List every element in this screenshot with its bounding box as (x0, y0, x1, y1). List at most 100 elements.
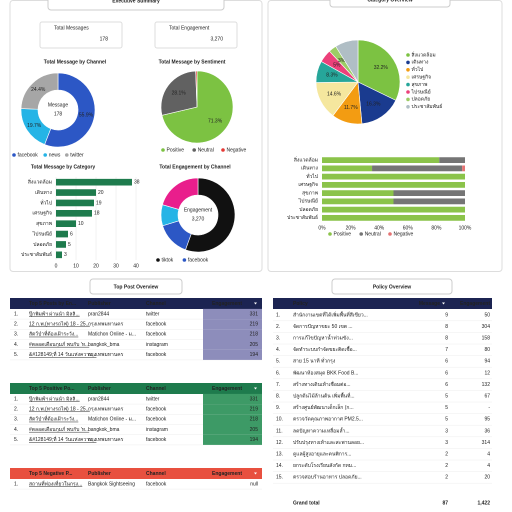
table-cell: 6 (445, 382, 448, 388)
column-header: Engagement (212, 301, 242, 307)
table-cell: 6 (445, 370, 448, 376)
legend-label: ปลอดภัย (412, 97, 431, 103)
legend-label: Positive (334, 231, 352, 237)
x-tick-label: 40% (374, 225, 385, 231)
table-cell: ปุ๊กพิมพ์ฯ ผ่านนำ มิลลิ... (28, 395, 79, 402)
table-cell: 1. (14, 396, 18, 402)
slice (357, 39, 401, 101)
table-cell: 3. (276, 336, 280, 342)
table-cell: facebook (146, 352, 167, 358)
table-cell: 2. (276, 324, 280, 330)
table-cell: ตรวจสอบร้านอาหาร ปลอดภัย... (293, 474, 362, 481)
slice-label: 8.3% (326, 73, 338, 79)
table-cell: 15. (276, 475, 283, 481)
table-cell: 2. (14, 407, 18, 413)
value-label: 20 (98, 190, 104, 196)
center-value: 178 (54, 111, 63, 117)
table-cell: 304 (482, 324, 491, 330)
table-cell: 3 (445, 428, 448, 434)
value-label: 5 (68, 242, 71, 248)
bar-segment (462, 165, 465, 172)
table-cell: 7 (445, 347, 448, 353)
slice (185, 177, 236, 253)
bar-segment (393, 190, 465, 197)
slice-label: 5% (333, 63, 341, 69)
table-cell: 5. (14, 437, 18, 443)
bar (56, 230, 68, 238)
table-cell: 80 (484, 347, 490, 353)
table-cell: pran2844 (88, 396, 109, 402)
x-tick-label: 20 (93, 263, 99, 269)
table-cell: facebook (146, 407, 167, 413)
legend-swatch (388, 232, 392, 236)
x-tick-label: 60% (403, 225, 414, 231)
center-label: Engagement (184, 207, 213, 213)
table-cell: ตรวจวัดคุณภาพอากาศ PM2.5... (293, 417, 363, 423)
bar-segment (322, 157, 440, 164)
title-box (89, 278, 183, 295)
legend-swatch (156, 258, 160, 262)
column-header: Message (419, 301, 440, 307)
bar (56, 241, 66, 248)
page-title: Category Overview (367, 0, 412, 3)
table-cell: ปลูกต้นไม้ล้านต้น เพิ่มพื้นที่... (293, 391, 355, 400)
total-cell: 1,422 (477, 500, 490, 506)
legend-swatch (406, 75, 410, 79)
table-cell: 314 (482, 440, 491, 446)
table-header (10, 468, 262, 479)
sort-icon (442, 302, 445, 305)
table-cell: facebook (146, 481, 167, 487)
center-value: 3,270 (192, 216, 205, 222)
table-cell: 5. (14, 352, 18, 358)
category-label: ประชาสัมพันธ์ (287, 214, 318, 221)
chart-title: Total Message by Channel (44, 59, 107, 65)
table-cell: 218 (250, 332, 259, 338)
table-cell: pran2844 (88, 311, 109, 317)
table-cell: Matichon Online - ม... (88, 332, 136, 338)
legend-label: news (49, 152, 61, 158)
bar-segment (322, 214, 465, 221)
table-cell: 5 (445, 417, 448, 423)
kpi-value: 3,270 (210, 36, 223, 42)
slice-label: 11.7% (344, 105, 358, 111)
table-cell: 7. (276, 382, 280, 388)
column-header: Channel (146, 471, 166, 477)
bar-segment (322, 173, 465, 180)
column-header: Channel (146, 301, 166, 307)
table-cell: สำนักงานเขตที่ได้เพิ่มพื้นที่สีเขียว... (293, 309, 368, 318)
table-cell: 12. (276, 440, 283, 446)
table-cell: 36 (484, 428, 490, 434)
column-header: Publisher (88, 301, 111, 307)
slice-label: 28.1% (172, 90, 187, 96)
slice (20, 72, 59, 110)
heat-cell (203, 349, 262, 360)
table-cell: 9. (276, 405, 280, 411)
category-label: เศรษฐกิจ (32, 210, 52, 217)
legend-swatch (406, 90, 410, 94)
table-cell: 8. (276, 394, 280, 400)
table-cell: สัตว์ป่าที่ต้องเฝ้าระวัง... (29, 416, 78, 423)
category-label: ปลอดภัย (299, 207, 318, 213)
category-label: เศรษฐกิจ (298, 181, 318, 188)
legend-swatch (406, 97, 410, 102)
table-cell: 219 (250, 407, 259, 413)
legend-label: ทั่วไป (412, 66, 424, 73)
legend-label: สุขภาพ (412, 82, 428, 88)
slice (44, 72, 96, 148)
table-header (10, 383, 262, 394)
table-cell: - (488, 405, 490, 411)
slice-label: 71.3% (208, 119, 223, 125)
column-header: Engagement (212, 471, 242, 477)
bar (56, 199, 94, 207)
table-cell: กรุงเทพมหานคร (88, 322, 124, 328)
bar-segment (322, 165, 373, 172)
table-cell: 3 (445, 440, 448, 446)
table-cell: สาย 15 นาที ทั่วกรุง (293, 358, 336, 365)
heat-cell (203, 424, 262, 435)
table-cell: 50 (484, 312, 490, 318)
table-cell: ลดปัญหาความเหลื่อมล้ำ... (293, 425, 350, 434)
heat-cell (203, 434, 262, 445)
bar-segment (322, 206, 465, 213)
slice (195, 70, 198, 108)
